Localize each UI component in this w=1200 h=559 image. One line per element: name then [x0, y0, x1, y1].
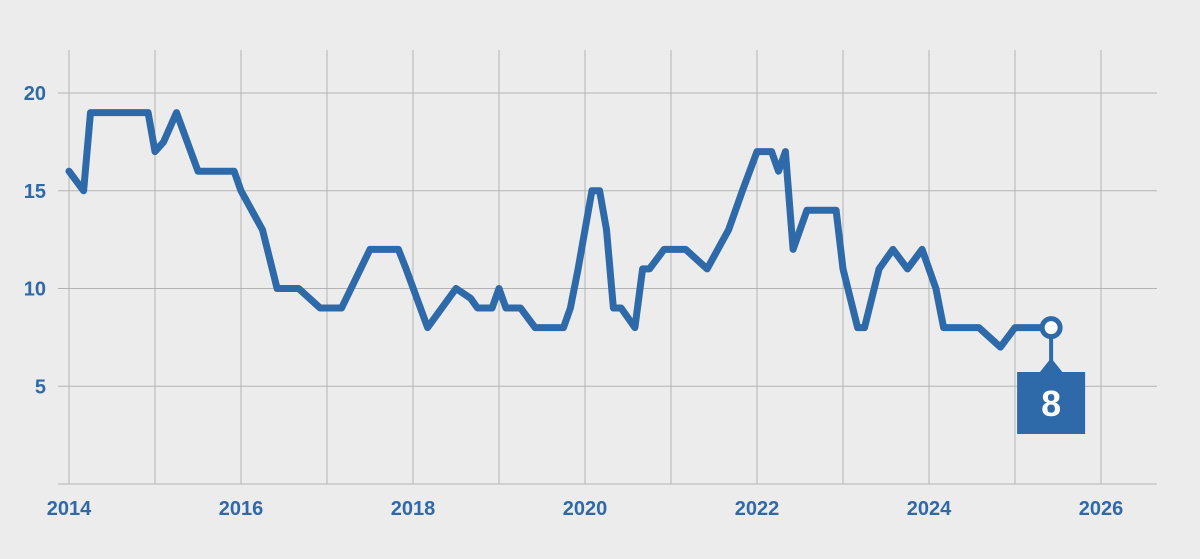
y-tick-label: 10	[24, 279, 46, 301]
series-line	[65, 109, 1055, 351]
x-tick-label: 2020	[563, 498, 608, 520]
x-tick-label: 2016	[219, 498, 264, 520]
x-tick-label: 2014	[47, 498, 92, 520]
callout-value: 8	[1041, 383, 1061, 424]
y-tick-label: 5	[35, 376, 46, 398]
series-layer	[65, 109, 1055, 351]
callout: 8	[1017, 316, 1086, 434]
last-point-marker	[1039, 316, 1063, 340]
callout-box	[1017, 372, 1086, 434]
callout-pointer	[1039, 358, 1064, 373]
axes: 5 10 15 20 2014 2016 2018 2020 2022 2024 2026	[24, 83, 1157, 520]
y-tick-label: 15	[24, 181, 46, 203]
x-tick-label: 2026	[1079, 498, 1124, 520]
x-tick-label: 2024	[907, 498, 952, 520]
x-tick-label: 2018	[391, 498, 436, 520]
x-tick-label: 2022	[735, 498, 780, 520]
y-tick-label: 20	[24, 83, 46, 105]
